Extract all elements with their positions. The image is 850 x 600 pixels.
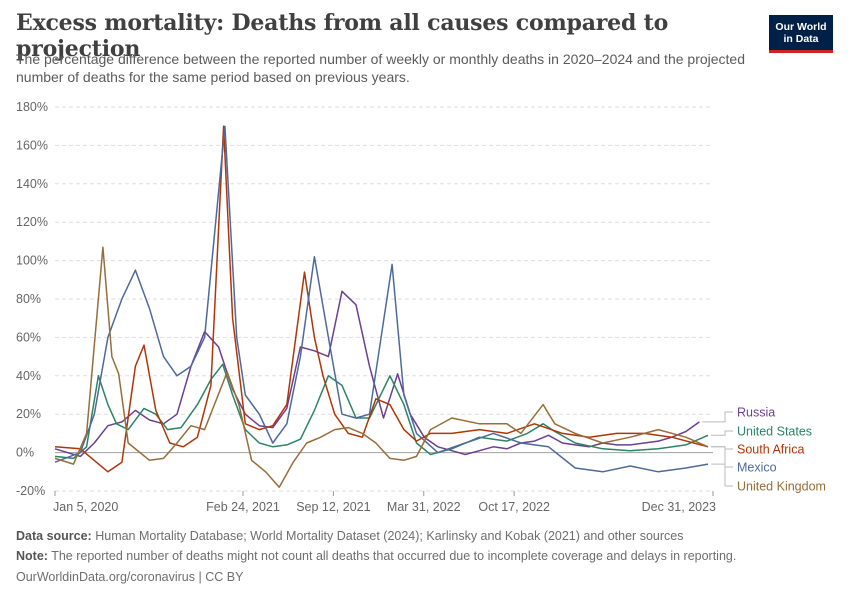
series-line-mexico[interactable] [54,125,709,473]
series-line-south-africa[interactable] [54,125,709,473]
y-tick-label: 60% [16,330,41,344]
y-tick-label: 80% [16,292,41,306]
line-chart: -20% 0% 20% 40% 60% 80% 100% 120% 140% 160% 180% J… [16,100,826,514]
credit-link[interactable]: OurWorldinData.org/coronavirus | CC BY [16,570,244,584]
legend-connector [711,446,733,487]
y-tick-label: 160% [16,138,48,152]
series-line-united-kingdom[interactable] [54,246,709,488]
x-tick-label: Feb 24, 2021 [206,500,280,514]
x-tick-label: Mar 31, 2022 [387,500,461,514]
y-tick-label: 140% [16,177,48,191]
y-tick-label: 120% [16,215,48,229]
legend-label[interactable]: Russia [737,406,775,420]
series-line-russia[interactable] [54,290,700,458]
chart-title: Excess mortality: Deaths from all causes… [16,10,669,62]
data-source-label: Data source: [16,529,92,543]
y-tick-label: -20% [16,484,45,498]
legend-label[interactable]: United States [737,425,812,439]
y-tick-label: 0% [16,446,34,460]
chart-note: Note: The reported number of deaths migh… [16,549,736,563]
data-source-text: Human Mortality Database; World Mortalit… [95,529,684,543]
note-label: Note: [16,549,48,563]
chart-subtitle: The percentage difference between the re… [16,51,746,85]
legend-connector [711,430,733,436]
legend-connector [711,463,733,468]
owid-logo[interactable]: Our World in Data [769,15,833,53]
data-source: Data source: Human Mortality Database; W… [16,529,683,543]
note-text: The reported number of deaths might not … [51,549,737,563]
legend-connector [702,411,733,423]
x-axis: Jan 5, 2020 Feb 24, 2021 Sep 12, 2021 Mar 3… [53,491,716,514]
legend: Russia United States South Africa Mexico Uni… [702,406,826,494]
x-tick-label: Oct 17, 2022 [478,500,550,514]
grid-layer: -20% 0% 20% 40% 60% 80% 100% 120% 140% 160% 180% [16,100,713,498]
y-tick-label: 40% [16,369,41,383]
x-tick-label: Sep 12, 2021 [296,500,370,514]
y-tick-label: 100% [16,254,48,268]
series-layer [54,125,709,488]
x-tick-label: Jan 5, 2020 [53,500,118,514]
legend-label[interactable]: South Africa [737,443,804,457]
logo-line-1: Our World [775,21,827,33]
legend-label[interactable]: United Kingdom [737,480,826,494]
y-tick-label: 180% [16,100,48,114]
logo-line-2: in Data [783,33,819,45]
legend-label[interactable]: Mexico [737,461,777,475]
series-line-united-states[interactable] [54,363,709,460]
y-tick-label: 20% [16,407,41,421]
x-tick-label: Dec 31, 2023 [642,500,716,514]
